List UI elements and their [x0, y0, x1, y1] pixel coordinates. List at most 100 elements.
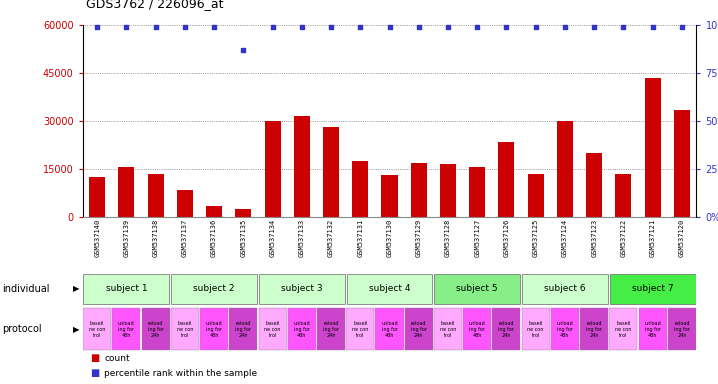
Text: baseli
ne con
trol: baseli ne con trol — [89, 321, 106, 338]
Text: GSM537137: GSM537137 — [182, 218, 188, 257]
Text: subject 3: subject 3 — [281, 285, 322, 293]
Text: ▶: ▶ — [73, 285, 79, 293]
Bar — [615, 174, 631, 217]
Text: reload
ing for
24h: reload ing for 24h — [674, 321, 690, 338]
Text: GSM537132: GSM537132 — [328, 218, 334, 257]
Text: GSM537135: GSM537135 — [241, 218, 246, 257]
Text: GSM537120: GSM537120 — [679, 218, 685, 257]
Text: GDS3762 / 226096_at: GDS3762 / 226096_at — [85, 0, 223, 10]
Bar — [353, 161, 368, 217]
Text: percentile rank within the sample: percentile rank within the sample — [104, 369, 257, 378]
Bar — [317, 308, 345, 351]
Bar — [346, 308, 374, 351]
Text: subject 1: subject 1 — [106, 285, 147, 293]
Text: ▶: ▶ — [73, 325, 79, 334]
Point — [150, 24, 162, 30]
Bar — [294, 116, 310, 217]
Text: GSM537131: GSM537131 — [358, 218, 363, 257]
Bar — [171, 308, 199, 351]
Bar — [580, 308, 608, 351]
Text: baseli
ne con
trol: baseli ne con trol — [264, 321, 281, 338]
Point — [442, 24, 454, 30]
Bar — [638, 308, 666, 351]
Point — [296, 24, 307, 30]
Text: GSM537128: GSM537128 — [445, 218, 451, 257]
Text: reload
ing for
24h: reload ing for 24h — [148, 321, 164, 338]
Bar — [171, 274, 257, 304]
Bar — [610, 274, 696, 304]
Text: baseli
ne con
trol: baseli ne con trol — [440, 321, 456, 338]
Point — [325, 24, 337, 30]
Bar — [288, 308, 316, 351]
Bar — [376, 308, 404, 351]
Point — [472, 24, 483, 30]
Bar — [668, 308, 696, 351]
Point — [559, 24, 571, 30]
Bar — [259, 274, 345, 304]
Bar — [528, 174, 544, 217]
Bar — [258, 308, 286, 351]
Text: reload
ing for
24h: reload ing for 24h — [236, 321, 251, 338]
Bar — [141, 308, 169, 351]
Point — [238, 47, 249, 53]
Bar — [323, 127, 339, 217]
Point — [647, 24, 658, 30]
Text: GSM537134: GSM537134 — [269, 218, 276, 257]
Text: individual: individual — [2, 284, 50, 294]
Bar — [493, 308, 521, 351]
Text: subject 7: subject 7 — [632, 285, 673, 293]
Text: ■: ■ — [90, 353, 99, 363]
Point — [121, 24, 132, 30]
Text: GSM537140: GSM537140 — [94, 218, 101, 257]
Bar — [405, 308, 433, 351]
Text: protocol: protocol — [2, 324, 42, 334]
Point — [617, 24, 629, 30]
Bar — [236, 209, 251, 217]
Bar — [673, 110, 690, 217]
Bar — [83, 308, 111, 351]
Text: GSM537136: GSM537136 — [211, 218, 217, 257]
Bar — [411, 162, 426, 217]
Text: baseli
ne con
trol: baseli ne con trol — [528, 321, 544, 338]
Text: unload
ing for
48h: unload ing for 48h — [206, 321, 223, 338]
Bar — [440, 164, 456, 217]
Bar — [83, 274, 169, 304]
Bar — [557, 121, 573, 217]
Point — [500, 24, 512, 30]
Bar — [434, 274, 520, 304]
Text: reload
ing for
24h: reload ing for 24h — [323, 321, 339, 338]
Text: reload
ing for
24h: reload ing for 24h — [586, 321, 602, 338]
Text: unload
ing for
48h: unload ing for 48h — [556, 321, 573, 338]
Text: baseli
ne con
trol: baseli ne con trol — [615, 321, 632, 338]
Text: GSM537123: GSM537123 — [591, 218, 597, 257]
Bar — [347, 274, 432, 304]
Bar — [469, 167, 485, 217]
Text: GSM537124: GSM537124 — [562, 218, 568, 257]
Text: GSM537138: GSM537138 — [153, 218, 159, 257]
Text: GSM537126: GSM537126 — [503, 218, 510, 257]
Bar — [586, 153, 602, 217]
Point — [267, 24, 279, 30]
Text: unload
ing for
48h: unload ing for 48h — [381, 321, 398, 338]
Bar — [148, 174, 164, 217]
Bar — [645, 78, 661, 217]
Text: GSM537139: GSM537139 — [123, 218, 129, 257]
Point — [530, 24, 541, 30]
Text: reload
ing for
24h: reload ing for 24h — [411, 321, 426, 338]
Point — [676, 24, 688, 30]
Text: baseli
ne con
trol: baseli ne con trol — [177, 321, 193, 338]
Bar — [610, 308, 638, 351]
Bar — [118, 167, 134, 217]
Text: unload
ing for
48h: unload ing for 48h — [469, 321, 485, 338]
Text: subject 2: subject 2 — [193, 285, 235, 293]
Bar — [434, 308, 462, 351]
Text: GSM537122: GSM537122 — [620, 218, 626, 257]
Text: subject 4: subject 4 — [369, 285, 410, 293]
Bar — [522, 274, 608, 304]
Bar — [89, 177, 106, 217]
Bar — [264, 121, 281, 217]
Bar — [498, 142, 515, 217]
Text: unload
ing for
48h: unload ing for 48h — [644, 321, 661, 338]
Text: unload
ing for
48h: unload ing for 48h — [294, 321, 310, 338]
Point — [91, 24, 103, 30]
